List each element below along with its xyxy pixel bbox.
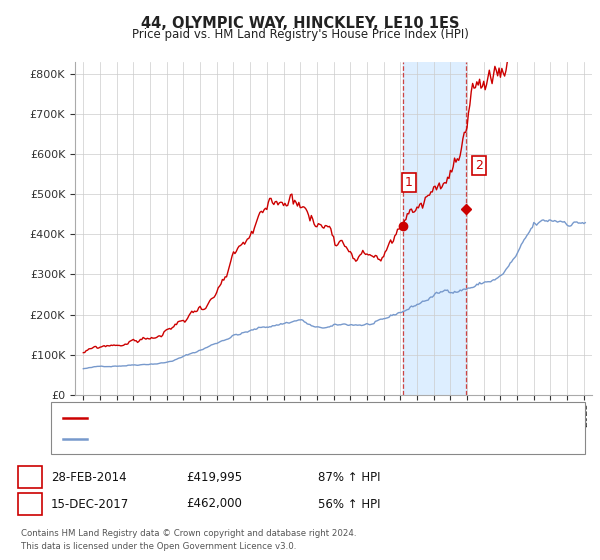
Text: Contains HM Land Registry data © Crown copyright and database right 2024.: Contains HM Land Registry data © Crown c… (21, 529, 356, 538)
Text: 56% ↑ HPI: 56% ↑ HPI (318, 497, 380, 511)
Bar (403, 62, 466, 395)
Text: £462,000: £462,000 (186, 497, 242, 511)
Text: 15-DEC-2017: 15-DEC-2017 (51, 497, 129, 511)
Text: This data is licensed under the Open Government Licence v3.0.: This data is licensed under the Open Gov… (21, 542, 296, 551)
Text: Price paid vs. HM Land Registry's House Price Index (HPI): Price paid vs. HM Land Registry's House … (131, 28, 469, 41)
Text: HPI: Average price, detached house, Hinckley and Bosworth: HPI: Average price, detached house, Hinc… (93, 434, 421, 444)
Text: 87% ↑ HPI: 87% ↑ HPI (318, 470, 380, 484)
Text: 28-FEB-2014: 28-FEB-2014 (51, 470, 127, 484)
Text: 2: 2 (475, 160, 482, 172)
Text: 44, OLYMPIC WAY, HINCKLEY, LE10 1ES: 44, OLYMPIC WAY, HINCKLEY, LE10 1ES (141, 16, 459, 31)
Text: 44, OLYMPIC WAY, HINCKLEY, LE10 1ES (detached house): 44, OLYMPIC WAY, HINCKLEY, LE10 1ES (det… (93, 413, 406, 423)
Text: 1: 1 (404, 176, 413, 189)
Text: £419,995: £419,995 (186, 470, 242, 484)
Text: 2: 2 (26, 497, 34, 511)
Text: 1: 1 (26, 470, 34, 484)
